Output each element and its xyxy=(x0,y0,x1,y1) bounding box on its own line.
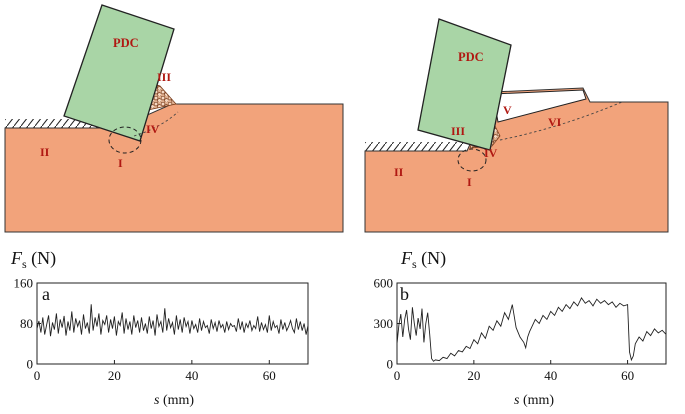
chart-b-frame xyxy=(396,282,667,365)
chart-a-xlabel-symbol: s xyxy=(154,393,160,408)
crack-path-left xyxy=(133,111,179,137)
pdc-label-right: PDC xyxy=(458,50,484,64)
chart-b-xtick-label-1: 20 xyxy=(467,368,480,383)
chart-a-xtick-label-3: 60 xyxy=(263,368,276,383)
chart-b-ytick-label-2: 600 xyxy=(374,276,394,291)
right-cutting-diagram: PDC V VI III IV II I xyxy=(364,18,669,233)
chart-a-ylabel-symbol: F xyxy=(10,248,23,268)
zone-label-right-iii: III xyxy=(451,124,465,138)
chart-a-ylabel: Fs (N) xyxy=(10,248,56,271)
free-surface-hatch-left xyxy=(5,119,113,128)
zone-label-left-i: I xyxy=(118,156,123,170)
zone-label-right-v: V xyxy=(503,103,512,117)
zone-label-right-ii: II xyxy=(394,165,404,179)
zone-label-right-iv: IV xyxy=(484,146,498,160)
pdc-cutter-left xyxy=(63,4,175,142)
chart-a-xtick-label-2: 40 xyxy=(185,368,198,383)
chart-b-xtick-label-2: 40 xyxy=(544,368,557,383)
chart-b-ylabel: Fs (N) xyxy=(400,248,446,271)
chart-a-xlabel-unit: (mm) xyxy=(159,393,194,408)
chart-b-ylabel-symbol: F xyxy=(400,248,413,268)
zone-label-right-i: I xyxy=(467,175,472,189)
pdc-cutter-right xyxy=(417,18,512,151)
chart-a-xlabel: s (mm) xyxy=(154,393,194,408)
zone-label-left-iii: III xyxy=(157,70,171,84)
chart-a: Fs (N) 0 20 40 60 0 80 160 a s (mm) xyxy=(10,248,309,408)
crushed-zone-outline-right xyxy=(457,148,487,172)
chart-a-series-line xyxy=(36,304,309,337)
chart-a-ticks: 0 20 40 60 0 80 160 xyxy=(14,276,276,384)
left-cutting-diagram: PDC III IV II I xyxy=(4,4,344,233)
zone-label-left-iv: IV xyxy=(146,122,160,136)
chart-a-ytick-label-2: 160 xyxy=(14,276,34,291)
chart-b-ylabel-subscript: s xyxy=(412,257,417,271)
chart-a-ylabel-unit: (N) xyxy=(27,248,57,269)
chart-b-series-line xyxy=(396,297,667,362)
chart-a-xtick-label-0: 0 xyxy=(34,368,41,383)
crushed-zone-outline-left xyxy=(108,126,142,154)
chart-a-ytick-label-1: 80 xyxy=(20,316,33,331)
chart-b-ytick-label-1: 300 xyxy=(374,316,394,331)
chart-b-xtick-label-0: 0 xyxy=(394,368,401,383)
chart-b-xlabel: s (mm) xyxy=(514,393,554,408)
chart-b-ylabel-unit: (N) xyxy=(417,248,447,269)
zone-label-left-ii: II xyxy=(40,145,50,159)
chip-crack-right xyxy=(499,101,623,141)
chart-b-panel-label: b xyxy=(400,284,409,304)
chart-a-panel-label: a xyxy=(42,284,50,304)
chart-a-ylabel-subscript: s xyxy=(22,257,27,271)
chart-b-xtick-label-3: 60 xyxy=(621,368,634,383)
pdc-label-left: PDC xyxy=(113,36,139,50)
zone-label-right-vi: VI xyxy=(548,115,562,129)
chart-b-xlabel-symbol: s xyxy=(514,393,520,408)
free-surface-hatch-right xyxy=(365,142,463,151)
chart-a-xtick-label-1: 20 xyxy=(108,368,121,383)
chart-b-xlabel-unit: (mm) xyxy=(519,393,554,408)
chart-a-ytick-label-0: 0 xyxy=(27,357,34,372)
chart-b-ytick-label-0: 0 xyxy=(387,357,394,372)
